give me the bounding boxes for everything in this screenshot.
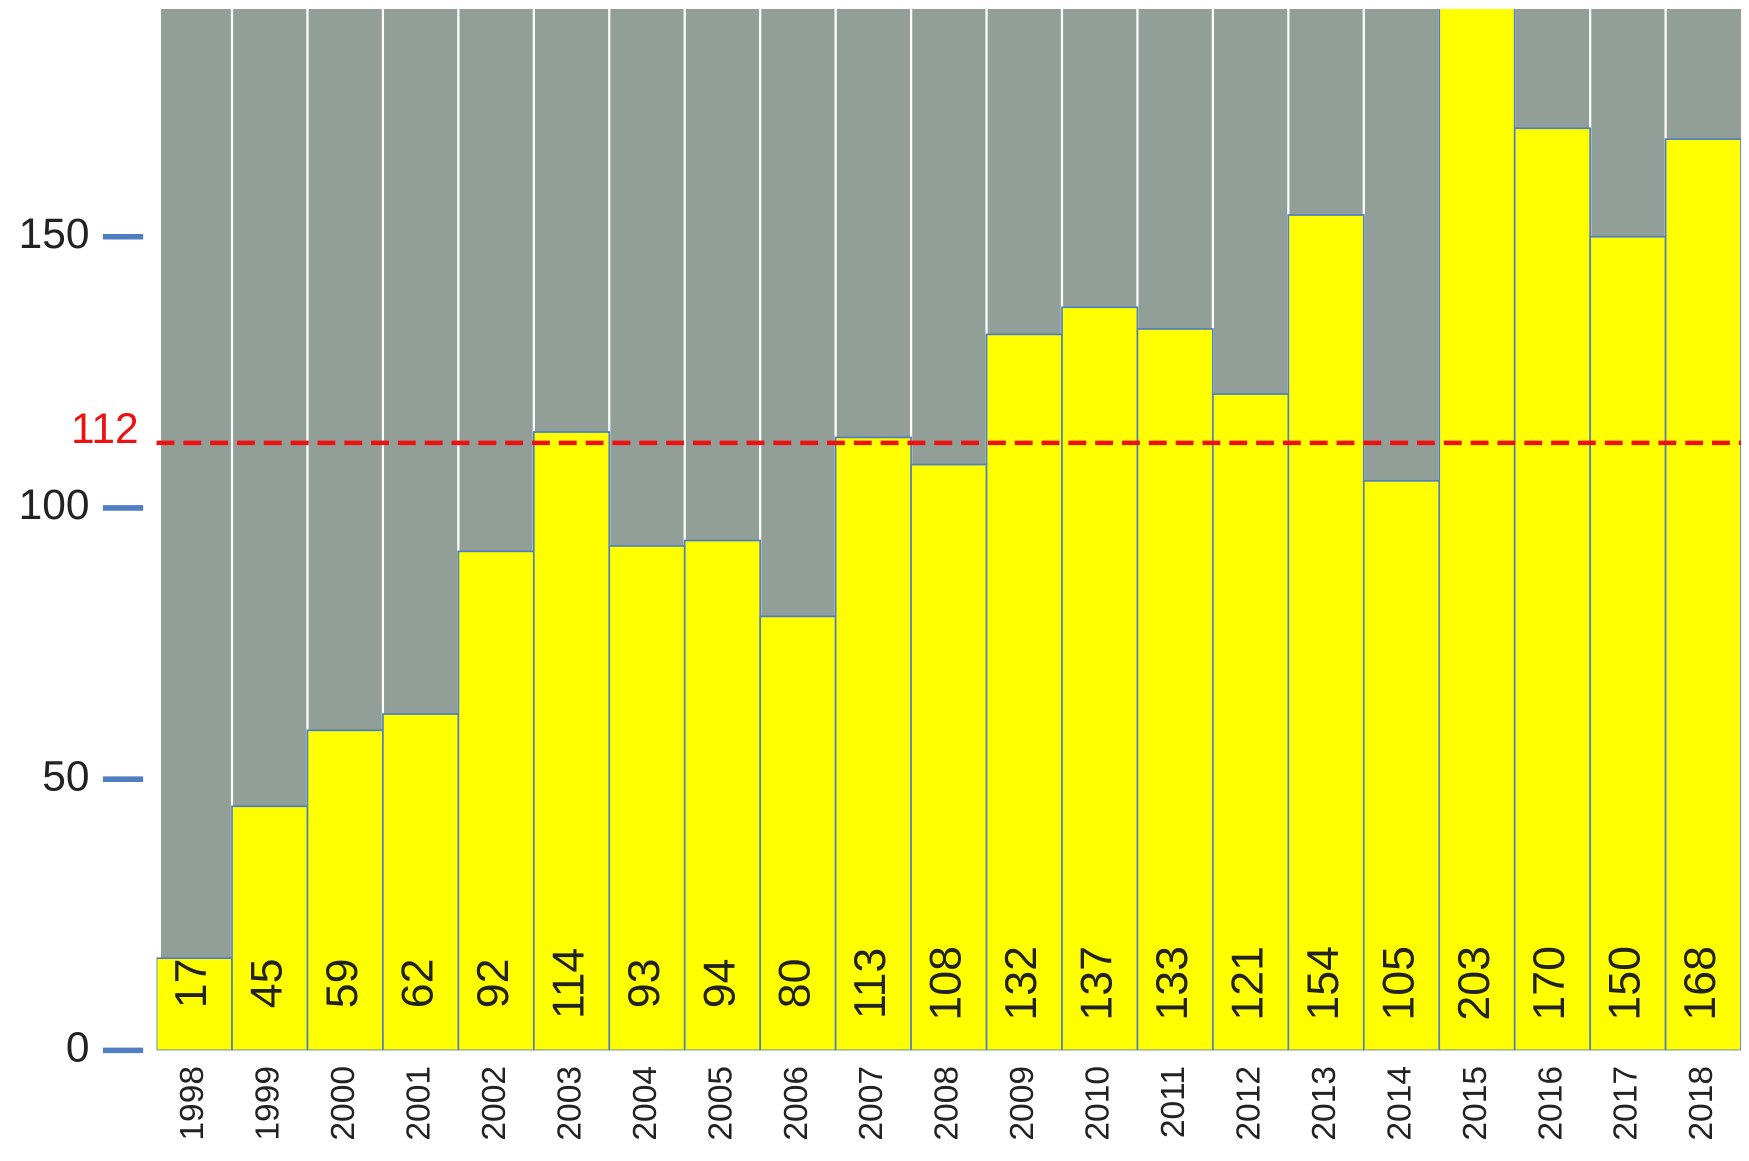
data-label: 105 [1374,946,1423,1021]
data-label: 168 [1676,946,1725,1021]
data-label: 17 [167,958,216,1008]
data-label: 170 [1525,946,1574,1021]
x-tick-label: 2013 [1306,1066,1343,1141]
bar [1061,306,1139,1051]
x-tick-label: 2009 [1004,1066,1041,1141]
data-label: 93 [620,958,669,1008]
data-label: 121 [1223,946,1272,1021]
bar [1589,235,1667,1051]
bar [1212,393,1290,1051]
y-tick-label: 150 [19,210,90,257]
bar [910,463,988,1051]
x-tick-label: 2004 [627,1066,664,1141]
bar [1513,127,1591,1051]
plot-area [156,8,1742,1051]
bar [532,431,611,1051]
data-label: 114 [544,948,593,1019]
x-tick-label: 2005 [702,1066,739,1141]
x-tick-label: 1999 [250,1066,287,1141]
bar [1664,138,1742,1051]
x-tick-label: 2014 [1381,1066,1418,1141]
data-label: 92 [469,958,518,1008]
bar [457,550,535,1051]
data-label: 150 [1601,946,1650,1021]
x-tick-label: 2011 [1155,1066,1192,1138]
bar [834,436,912,1051]
data-label: 137 [1073,946,1122,1021]
data-label: 62 [393,958,442,1008]
x-tick-label: 2006 [778,1066,815,1141]
x-tick-label: 2001 [401,1066,438,1141]
bar [231,805,309,1051]
x-tick-label: 2008 [929,1066,966,1141]
bar [1136,328,1214,1051]
bar [306,729,384,1051]
x-tick-label: 2015 [1457,1066,1494,1141]
bar [1287,214,1365,1051]
data-label: 45 [243,958,292,1008]
x-tick-label: 1998 [174,1066,211,1141]
x-tick-label: 2017 [1608,1066,1645,1141]
bar [1438,8,1516,1051]
data-label: 132 [997,946,1046,1021]
x-tick-label: 2018 [1683,1066,1720,1141]
reference-label: 112 [71,405,139,452]
bar [759,615,837,1051]
data-label: 59 [318,958,367,1008]
bar [382,713,460,1051]
x-tick-label: 2002 [476,1066,513,1141]
data-label: 108 [922,946,971,1021]
y-tick-label: 100 [19,481,90,528]
data-label: 80 [771,958,820,1008]
x-tick-label: 2010 [1080,1066,1117,1141]
data-label: 94 [695,958,744,1008]
data-label: 203 [1450,946,1499,1021]
data-label: 133 [1148,946,1197,1021]
bar [683,539,762,1051]
x-tick-label: 2007 [853,1066,890,1141]
x-tick-label: 2016 [1532,1066,1569,1141]
x-tick-label: 2000 [325,1066,362,1141]
bar [608,545,686,1051]
data-label: 113 [846,948,895,1019]
data-label: 154 [1299,946,1348,1021]
x-tick-label: 2003 [551,1066,588,1141]
y-tick-label: 0 [66,1024,90,1071]
y-tick-label: 50 [42,752,89,799]
x-tick-label: 2012 [1230,1066,1267,1141]
bar [985,333,1063,1051]
